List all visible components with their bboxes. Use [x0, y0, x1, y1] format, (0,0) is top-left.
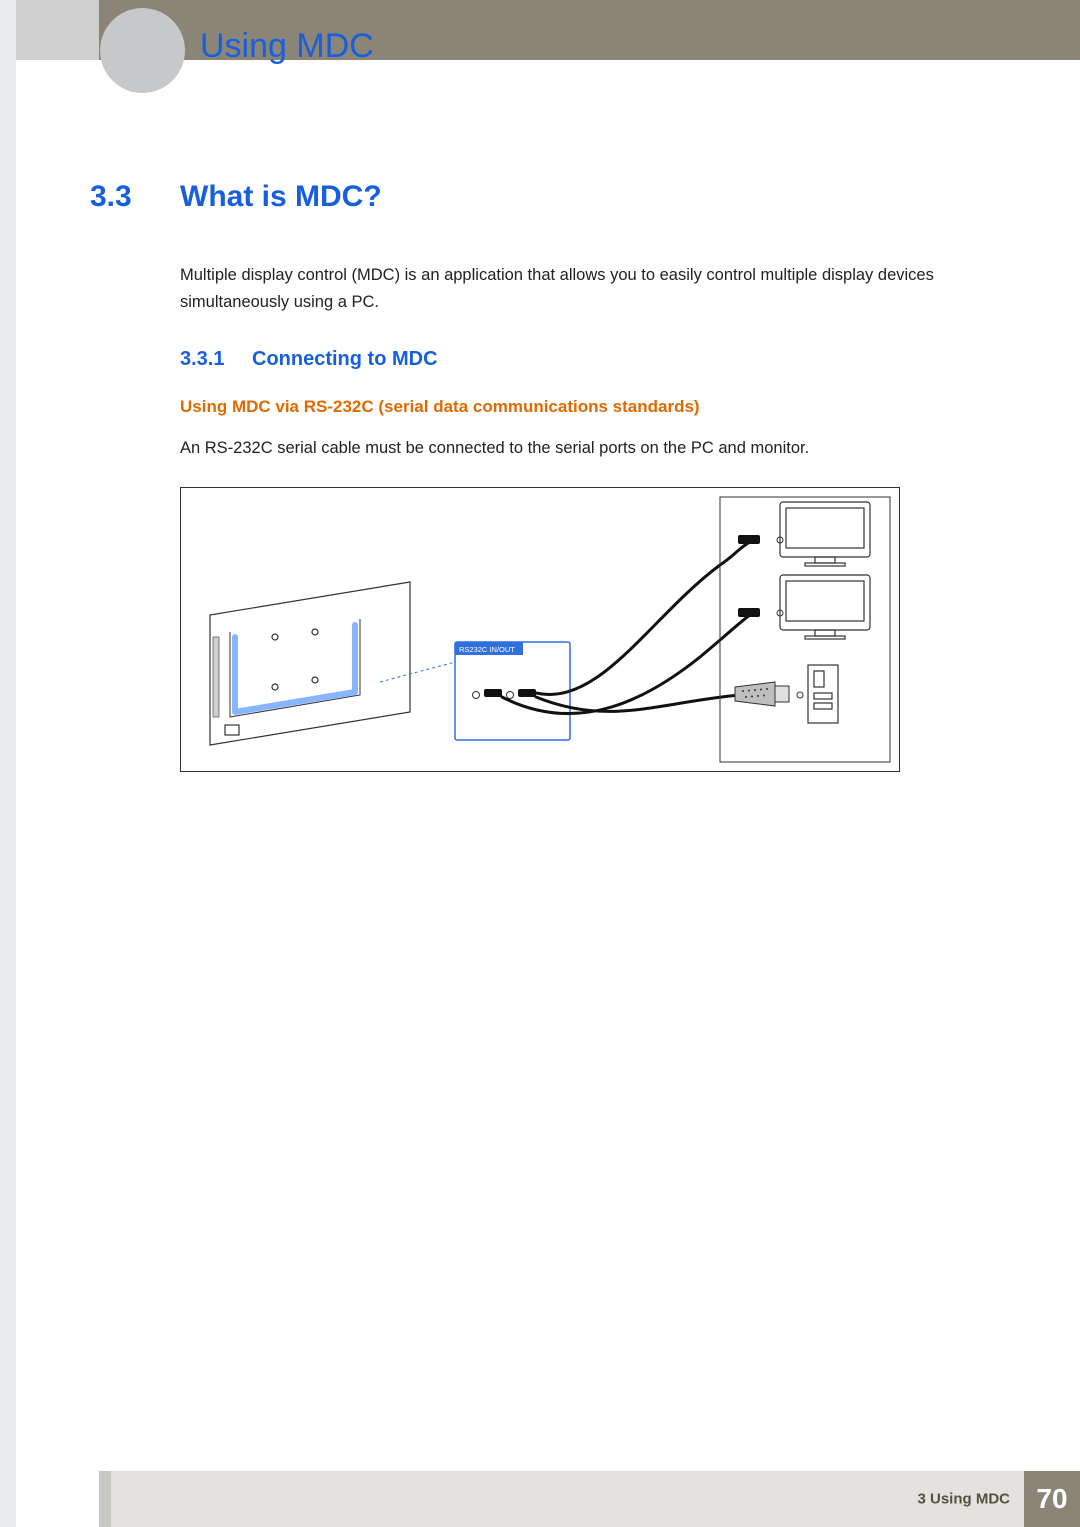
section-number: 3.3	[90, 180, 180, 214]
chapter-circle	[100, 8, 185, 93]
sub-sub-body: An RS-232C serial cable must be connecte…	[180, 435, 990, 462]
left-stripe	[0, 0, 16, 1527]
subsection-title: Connecting to MDC	[252, 348, 438, 371]
page-content: 3.3 What is MDC? Multiple display contro…	[90, 180, 990, 777]
sub-sub-heading: Using MDC via RS-232C (serial data commu…	[180, 397, 990, 417]
header-title: Using MDC	[200, 27, 374, 66]
footer-chapter-label: 3 Using MDC	[917, 1491, 1010, 1508]
footer-page-number: 70	[1024, 1471, 1080, 1527]
subsection-heading: 3.3.1 Connecting to MDC	[180, 348, 990, 371]
subsection-number: 3.3.1	[180, 348, 252, 371]
callout-label: RS232C IN/OUT	[459, 645, 515, 654]
connection-diagram: RS232C IN/OUT	[180, 487, 990, 777]
footer-bar: 3 Using MDC 70	[99, 1471, 1080, 1527]
section-heading: 3.3 What is MDC?	[90, 180, 990, 214]
section-body: Multiple display control (MDC) is an app…	[180, 262, 990, 316]
diagram-svg: RS232C IN/OUT	[180, 487, 900, 772]
section-title: What is MDC?	[180, 180, 382, 214]
